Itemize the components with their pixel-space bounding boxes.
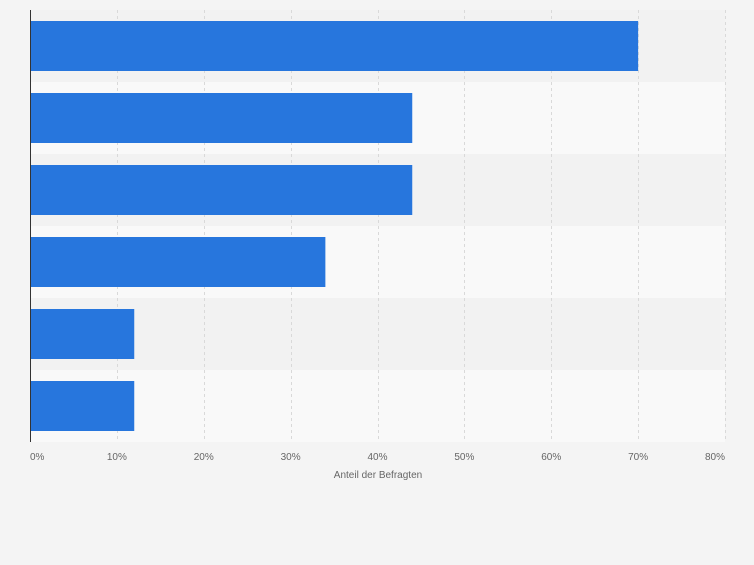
x-tick-label: 80% [705,452,725,463]
x-tick-label: 20% [194,452,214,463]
x-tick-label: 0% [30,452,45,463]
x-tick-label: 10% [107,452,127,463]
row-bands [30,10,725,442]
bar [30,21,639,71]
bar [30,165,413,215]
x-tick-label: 40% [367,452,387,463]
x-axis-label: Anteil der Befragten [334,470,422,481]
bar [30,309,135,359]
x-tick-labels: 0% 10% 20% 30% 40% 50% 60% 70% 80% [30,452,725,463]
bar [30,381,135,431]
x-tick-label: 50% [454,452,474,463]
x-tick-label: 60% [541,452,561,463]
row-band [30,370,725,442]
row-band [30,298,725,370]
grid-lines [117,10,726,442]
bars [30,21,639,431]
bar [30,93,413,143]
x-tick-label: 30% [281,452,301,463]
x-tick-label: 70% [628,452,648,463]
bar [30,237,326,287]
